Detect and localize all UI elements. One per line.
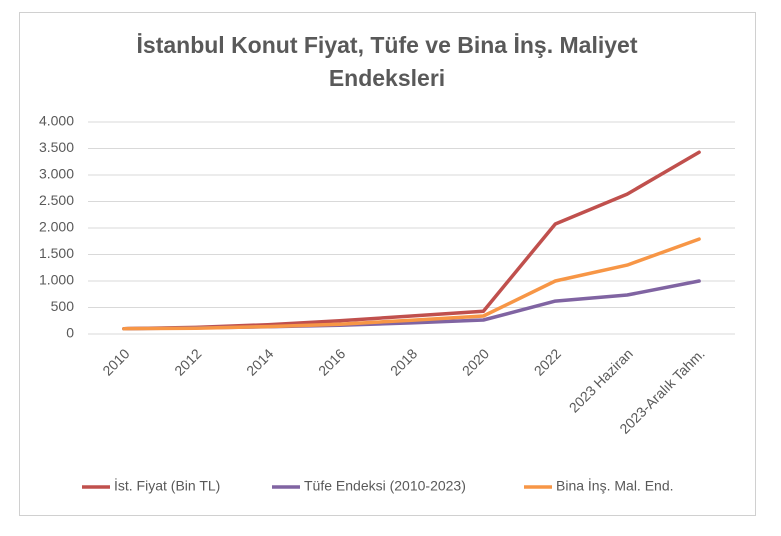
y-tick-label: 500 [51, 298, 75, 314]
chart-title: İstanbul Konut Fiyat, Tüfe ve Bina İnş. … [137, 32, 638, 58]
legend-label: İst. Fiyat (Bin TL) [114, 477, 220, 494]
series-line [122, 237, 701, 331]
y-tick-label: 0 [66, 325, 74, 341]
y-tick-label: 1.000 [39, 272, 74, 288]
y-tick-label: 1.500 [39, 245, 74, 261]
y-tick-label: 3.000 [39, 166, 74, 182]
y-tick-label: 2.000 [39, 219, 74, 235]
y-tick-label: 2.500 [39, 192, 74, 208]
chart-title: Endeksleri [329, 65, 445, 91]
legend-label: Bina İnş. Mal. End. [556, 477, 674, 494]
y-tick-label: 3.500 [39, 139, 74, 155]
y-tick-label: 4.000 [39, 113, 74, 129]
legend-label: Tüfe Endeksi (2010-2023) [304, 478, 466, 494]
